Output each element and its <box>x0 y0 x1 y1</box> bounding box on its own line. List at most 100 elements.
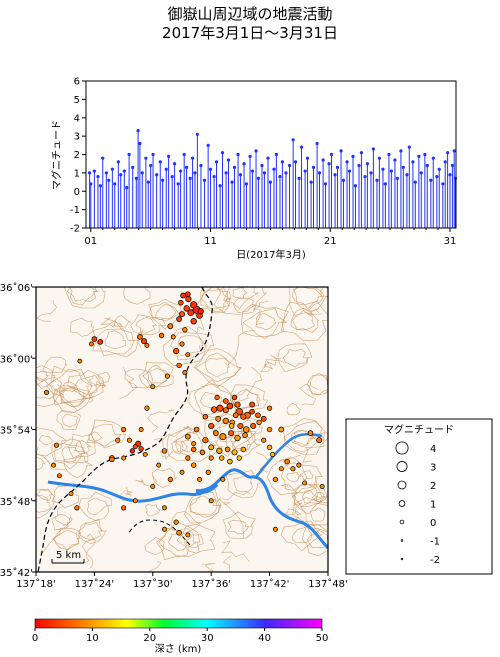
contour-line <box>42 356 68 374</box>
contour-line <box>194 287 230 314</box>
stem-point-79 <box>321 158 325 162</box>
x-axis: 01 11 21 31 <box>84 228 456 247</box>
epicenter-25 <box>141 338 148 345</box>
epicenter-30 <box>231 449 238 456</box>
contour-line <box>280 301 328 342</box>
stem-point-57 <box>254 149 258 153</box>
epicenter-81 <box>53 442 60 448</box>
contour-line <box>184 489 222 524</box>
stem-point-80 <box>323 182 328 186</box>
epicenter-58 <box>223 398 229 404</box>
lon-tick-label: 137˚18' <box>16 578 56 590</box>
epicenter-18 <box>173 348 180 355</box>
contour-line <box>119 366 138 400</box>
stem-point-110 <box>413 180 417 184</box>
epicenter-71 <box>191 446 197 453</box>
epicenter-54 <box>193 426 200 433</box>
contour-line <box>302 524 328 557</box>
epicenter-67 <box>191 462 197 468</box>
figure-title: 御嶽山周辺域の地震活動 <box>167 5 333 23</box>
contour-line <box>36 427 68 457</box>
contour-line <box>158 527 197 558</box>
contour-line <box>224 330 254 366</box>
contour-line <box>311 491 328 503</box>
epicenter-92 <box>208 455 214 461</box>
epicenter-22 <box>202 437 209 444</box>
stem-point-117 <box>435 174 439 179</box>
stem-point-46 <box>220 151 225 155</box>
stem-point-122 <box>448 173 452 177</box>
contour-line <box>69 287 98 306</box>
epicenter-28 <box>228 430 235 437</box>
epicenter-112 <box>150 384 156 390</box>
epicenter-114 <box>150 484 156 489</box>
contour-line <box>144 536 165 555</box>
epicenter-4 <box>219 433 227 441</box>
epicenter-2 <box>190 301 198 309</box>
stem-point-84 <box>335 165 340 169</box>
stem-point-106 <box>401 165 405 169</box>
epicenter-11 <box>190 318 197 325</box>
contour-line <box>61 446 83 463</box>
epicenter-15 <box>216 447 223 455</box>
epicenter-115 <box>132 498 138 504</box>
contour-line <box>291 287 325 312</box>
epicenter-98 <box>205 469 211 475</box>
contour-line <box>36 489 54 501</box>
contour-line <box>242 308 288 339</box>
stem-point-61 <box>266 156 270 160</box>
epicenter-10 <box>183 305 190 312</box>
epicenter-88 <box>121 505 127 511</box>
stem-point-31 <box>176 182 180 186</box>
stem-point-55 <box>248 154 252 158</box>
legend-items: 4 3 2 1 0 -1 -2 <box>395 441 440 566</box>
contour-line <box>38 434 53 446</box>
contour-line <box>138 362 174 389</box>
legend-label: 4 <box>430 444 436 455</box>
epicenter-8 <box>226 402 234 410</box>
contour-line <box>144 504 161 517</box>
contour-line <box>36 379 59 400</box>
epicenter-126 <box>319 484 325 489</box>
contour-line <box>194 383 233 416</box>
stem-point-27 <box>164 167 168 171</box>
contour-line <box>56 410 81 430</box>
contour-line <box>286 496 303 516</box>
epicenter-94 <box>267 405 273 411</box>
contour-line <box>282 417 328 455</box>
contour-line <box>185 534 204 548</box>
contour-line <box>307 309 322 316</box>
stem-point-34 <box>184 165 189 169</box>
contour-line <box>88 375 107 387</box>
stem-point-52 <box>238 173 243 177</box>
contour-line <box>51 438 89 470</box>
river-lake <box>196 482 218 495</box>
lon-tick-label: 137˚48' <box>308 578 348 590</box>
contour-line <box>218 498 245 539</box>
stem-point-11 <box>119 173 123 177</box>
contour-line <box>170 511 202 534</box>
y-tick-label: 6 <box>74 77 80 88</box>
contour-line <box>282 348 308 368</box>
stem-series <box>87 129 458 228</box>
stem-point-71 <box>297 176 301 180</box>
x-tick-label: 11 <box>204 236 217 247</box>
stem-point-53 <box>242 162 246 166</box>
stem-point-40 <box>202 178 207 182</box>
stem-point-102 <box>389 169 393 173</box>
stem-point-99 <box>381 167 385 171</box>
contour-line <box>50 365 94 406</box>
contour-line <box>52 513 71 531</box>
epicenter-map: 5 km 137˚18' 137˚24' 137˚30' 137˚36' 137˚42'… <box>0 282 348 590</box>
stem-point-44 <box>214 160 219 164</box>
epicenter-104 <box>144 342 150 348</box>
contour-line <box>267 457 323 496</box>
contour-line <box>176 523 216 554</box>
stem-point-120 <box>443 160 447 164</box>
colorbar-tick-label: 30 <box>201 633 214 644</box>
stem-point-121 <box>446 151 450 155</box>
epicenter-111 <box>138 427 144 432</box>
stem-point-114 <box>425 163 429 168</box>
contour-line <box>299 470 314 481</box>
colorbar-ramp <box>34 618 323 629</box>
